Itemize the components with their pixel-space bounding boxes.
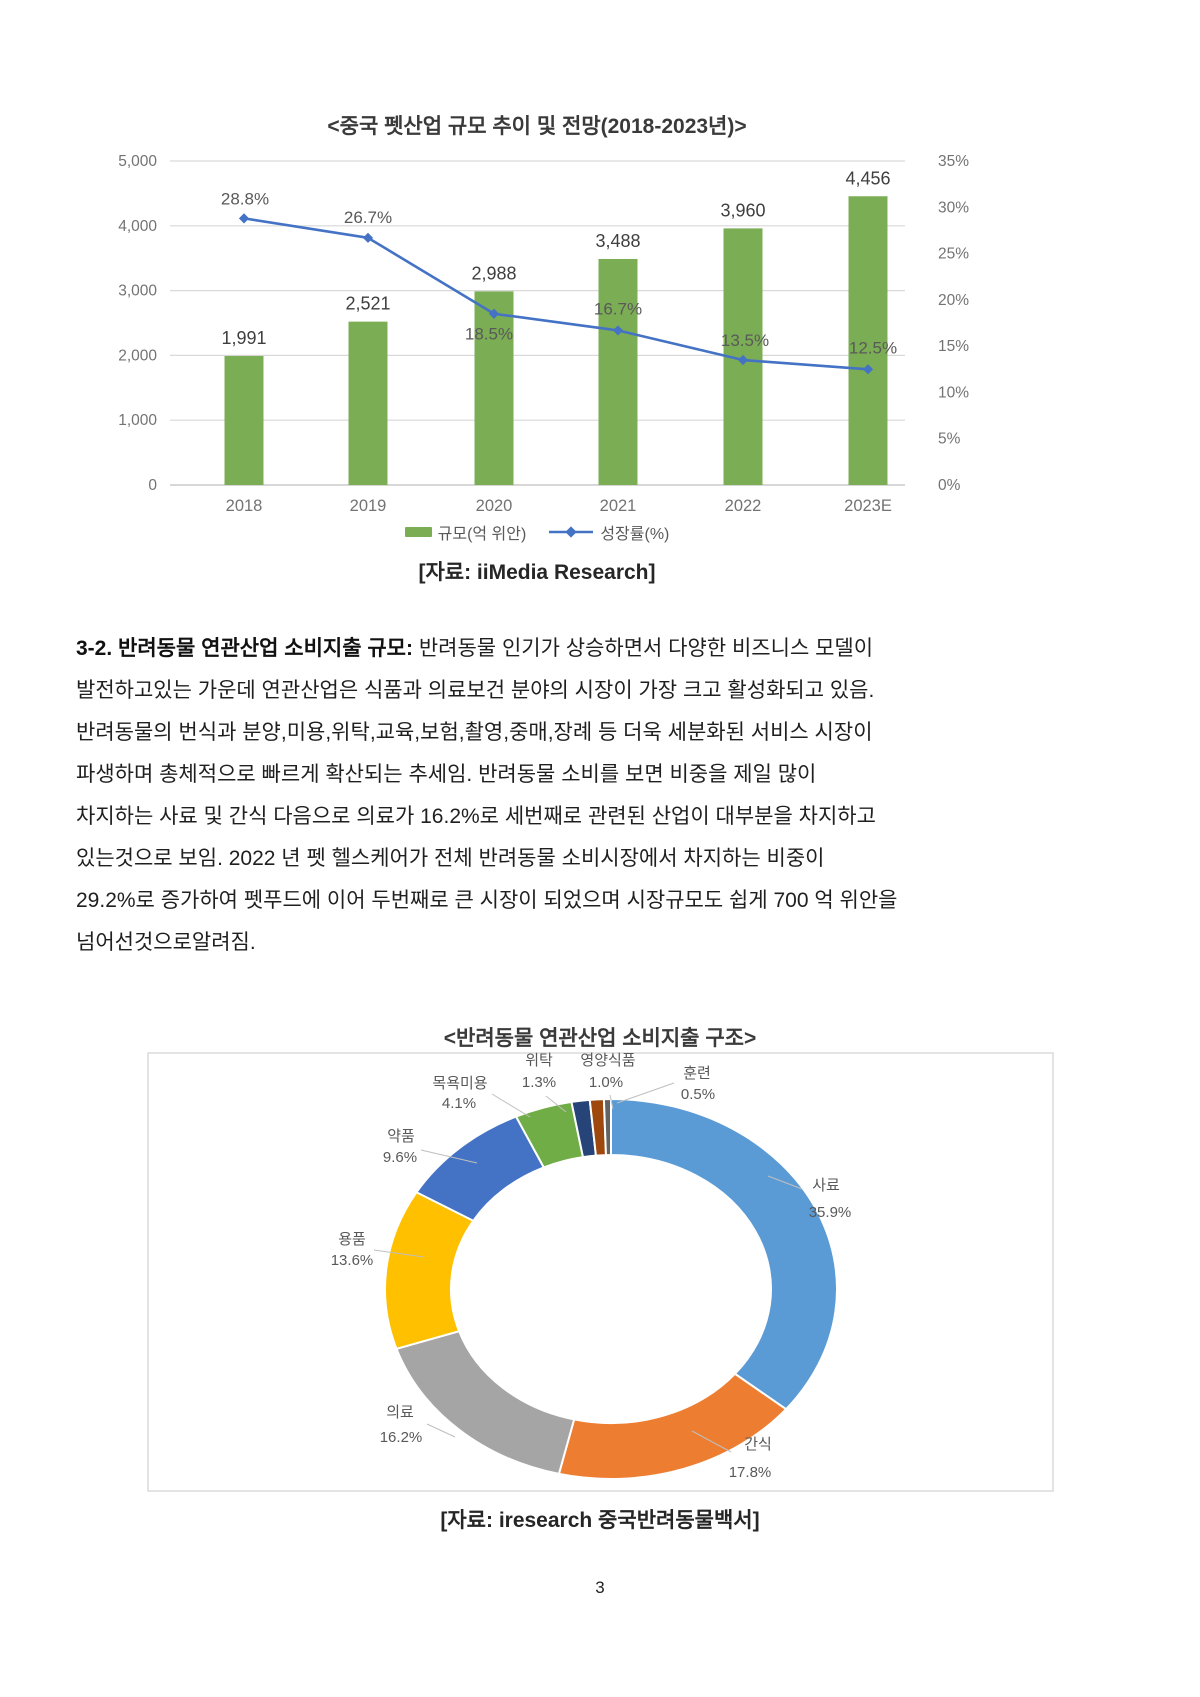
line-value-label: 12.5%: [849, 338, 897, 357]
donut-slice-pct-label: 4.1%: [442, 1095, 476, 1112]
bar-value-label: 4,456: [845, 168, 890, 188]
donut-chart-source: [자료: iresearch 중국반려동물백서]: [440, 1509, 760, 1532]
donut-chart-title: <반려동물 연관산업 소비지출 구조>: [443, 1027, 757, 1050]
right-axis-tick-label: 25%: [938, 246, 969, 263]
paragraph-text: 반려동물 인기가 상승하면서 다양한 비즈니스 모델이 발전하고있는 가운데 연…: [76, 637, 898, 954]
bar-chart-legend: 규모(억 위안) 성장률(%): [0, 520, 1074, 544]
right-axis-tick-label: 0%: [938, 477, 961, 494]
paragraph-bold-lead: 3-2. 반려동물 연관산업 소비지출 규모:: [76, 637, 413, 660]
left-axis-tick-label: 4,000: [118, 218, 157, 235]
donut-slice-9: [602, 1097, 612, 1157]
donut-slice-pct-label: 9.6%: [383, 1149, 417, 1166]
line-series-label: 성장률(%): [600, 526, 670, 543]
donut-slice-pct-label: 13.6%: [331, 1252, 374, 1269]
left-axis-tick-label: 0: [148, 477, 157, 494]
bar-value-label: 3,488: [595, 231, 640, 251]
x-axis-category-label: 2018: [226, 497, 263, 515]
x-axis-category-label: 2021: [600, 497, 637, 515]
donut-slice-3: [395, 1330, 576, 1475]
bar-2021: [598, 258, 638, 485]
donut-slice-1: [610, 1098, 838, 1411]
donut-leader-line: [491, 1093, 531, 1118]
donut-leader-line: [767, 1175, 803, 1190]
bar-2018: [224, 355, 264, 485]
line-value-label: 28.8%: [221, 189, 269, 208]
donut-slice-name-label: 위탁: [525, 1052, 553, 1069]
x-axis-category-label: 2022: [725, 497, 762, 515]
donut-chart-frame: [147, 1052, 1054, 1492]
donut-slice-name-label: 의료: [386, 1404, 414, 1421]
line-marker: [737, 354, 749, 366]
line-value-label: 16.7%: [594, 299, 642, 318]
donut-leader-line: [426, 1423, 456, 1438]
right-axis-tick-label: 35%: [938, 153, 969, 170]
bar-chart-source: [자료: iiMedia Research]: [418, 561, 656, 584]
left-axis-tick-label: 2,000: [118, 347, 157, 364]
line-value-label: 26.7%: [344, 208, 392, 227]
donut-slice-4: [383, 1191, 475, 1350]
left-axis-tick-label: 5,000: [118, 153, 157, 170]
bar-2020: [474, 291, 514, 485]
bar-series-swatch-icon: [404, 527, 432, 537]
right-axis-tick-label: 30%: [938, 199, 969, 216]
bar-value-label: 2,988: [471, 263, 516, 283]
bar-series-label: 규모(억 위안): [437, 526, 527, 543]
donut-leader-line: [609, 1094, 614, 1110]
line-value-label: 13.5%: [721, 331, 769, 350]
left-axis-tick-label: 3,000: [118, 283, 157, 300]
bar-value-label: 1,991: [221, 328, 266, 348]
bar-chart-title: <중국 펫산업 규모 추이 및 전망(2018-2023년)>: [327, 115, 747, 138]
line-marker: [488, 308, 500, 319]
right-axis-tick-label: 5%: [938, 431, 961, 448]
donut-leader-line: [616, 1082, 675, 1104]
bar-value-label: 2,521: [345, 294, 390, 314]
donut-leader-line: [373, 1249, 425, 1258]
x-axis-category-label: 2023E: [844, 497, 892, 515]
donut-slice-pct-label: 0.5%: [681, 1086, 715, 1103]
legend-item-size: 규모(억 위안): [404, 520, 527, 544]
x-axis-category-label: 2019: [350, 497, 387, 515]
page-number: 3: [595, 1578, 605, 1597]
donut-slice-name-label: 영양식품: [580, 1052, 635, 1069]
donut-slice-name-label: 목욕미용: [432, 1075, 487, 1092]
donut-slice-name-label: 약품: [387, 1128, 415, 1145]
line-marker: [238, 213, 250, 224]
right-axis-tick-label: 10%: [938, 384, 969, 401]
bar-value-label: 3,960: [720, 200, 765, 220]
line-series-marker-icon: [549, 526, 594, 538]
growth-line: [243, 217, 869, 371]
donut-slice-name-label: 용품: [338, 1231, 366, 1248]
donut-slice-pct-label: 17.8%: [729, 1464, 772, 1481]
donut-slice-name-label: 사료: [812, 1177, 840, 1194]
donut-leader-line: [691, 1430, 732, 1453]
line-marker: [862, 364, 874, 375]
donut-leader-line: [545, 1095, 567, 1113]
bar-2019: [348, 321, 388, 485]
bar-2023E: [848, 196, 888, 485]
left-axis-tick-label: 1,000: [118, 412, 157, 429]
body-paragraph: 3-2. 반려동물 연관산업 소비지출 규모: 반려동물 인기가 상승하면서 다…: [76, 628, 1148, 964]
right-axis-tick-label: 20%: [938, 292, 969, 309]
donut-slice-pct-label: 1.0%: [589, 1074, 623, 1091]
donut-leader-line: [420, 1149, 478, 1164]
line-value-label: 18.5%: [465, 325, 513, 344]
donut-slice-pct-label: 1.3%: [522, 1074, 556, 1091]
donut-slice-pct-label: 35.9%: [809, 1204, 852, 1221]
x-axis-category-label: 2020: [476, 497, 513, 515]
legend-item-growth: 성장률(%): [548, 520, 669, 544]
right-axis-tick-label: 15%: [938, 338, 969, 355]
donut-slice-name-label: 훈련: [683, 1065, 711, 1082]
donut-slice-name-label: 간식: [744, 1436, 772, 1453]
donut-slice-pct-label: 16.2%: [380, 1429, 423, 1446]
